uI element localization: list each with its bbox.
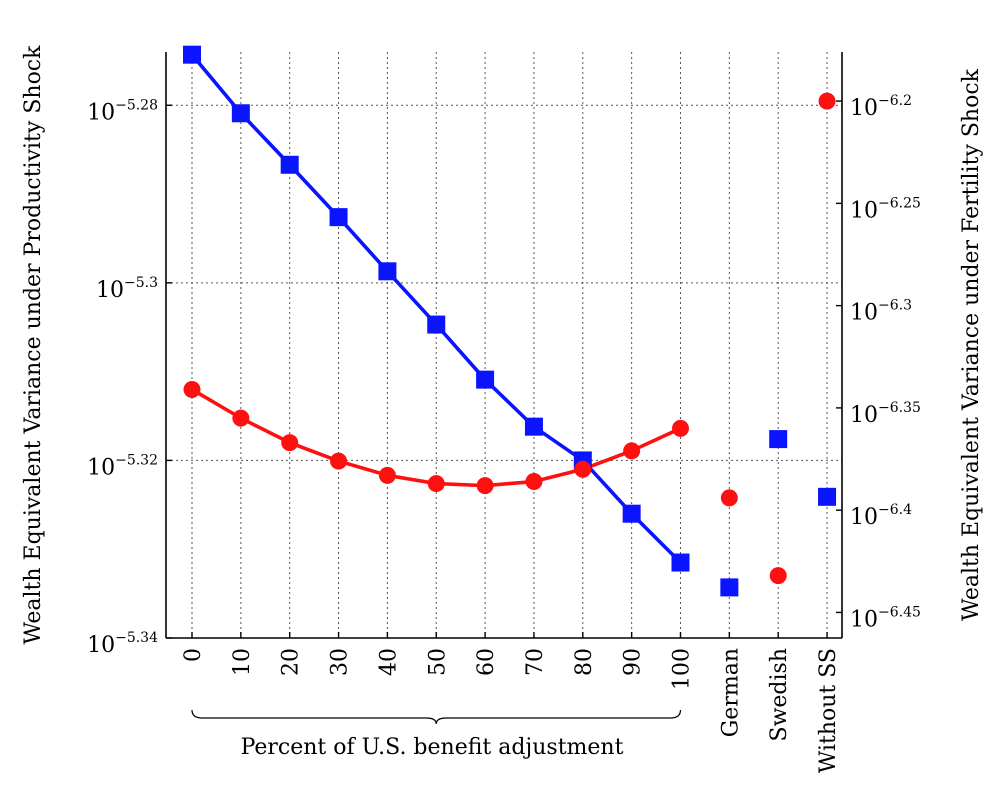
circle-marker — [427, 475, 445, 493]
x-tick-label: 0 — [181, 648, 206, 662]
circle-marker — [720, 489, 738, 507]
square-marker — [720, 578, 739, 597]
circle-marker — [672, 419, 689, 437]
x-axis-ticks: 0 10 20 30 40 50 60 70 80 90 100 German Swedish Witho… — [181, 632, 841, 773]
left-tick-label: 10−5.3 — [96, 275, 158, 303]
square-marker — [818, 487, 837, 506]
square-marker — [476, 370, 495, 389]
square-marker — [378, 262, 397, 281]
x-tick-label: 50 — [425, 648, 450, 676]
x-tick-label: 100 — [670, 648, 695, 690]
x-tick-label: 20 — [279, 648, 304, 676]
brace-label: Percent of U.S. benefit adjustment — [241, 735, 624, 760]
circle-marker — [232, 409, 250, 427]
square-marker — [671, 553, 690, 572]
right-axis-ticks: 10−6.2 10−6.25 10−6.3 10−6.35 10−6.4 10−6.45 — [836, 93, 921, 632]
square-marker — [280, 155, 299, 174]
left-axis-title: Wealth Equivalent Variance under Product… — [21, 45, 46, 645]
x-tick-label: 70 — [523, 648, 548, 676]
x-tick-label: 60 — [474, 648, 499, 676]
square-marker — [769, 430, 788, 449]
x-tick-label: 40 — [376, 648, 401, 676]
right-tick-label: 10−6.2 — [850, 93, 912, 121]
x-tick-label: Without SS — [816, 648, 841, 773]
circle-marker — [769, 567, 787, 585]
right-tick-label: 10−6.35 — [850, 400, 921, 428]
right-tick-label: 10−6.3 — [850, 298, 912, 326]
square-marker — [524, 417, 543, 436]
circle-marker — [330, 452, 348, 470]
square-marker — [427, 315, 446, 334]
left-axis-ticks: 10−5.28 10−5.3 10−5.32 10−5.34 — [87, 97, 172, 658]
circle-marker — [574, 460, 592, 478]
brace-path — [191, 709, 682, 725]
square-marker — [329, 208, 348, 227]
right-tick-label: 10−6.4 — [850, 502, 912, 530]
left-tick-label: 10−5.28 — [87, 97, 158, 125]
circle-marker — [476, 477, 494, 495]
x-tick-label: 80 — [572, 648, 597, 676]
right-tick-label: 10−6.45 — [850, 604, 921, 632]
x-tick-label: Swedish — [767, 648, 792, 742]
circle-marker — [378, 466, 396, 484]
x-tick-label: German — [718, 648, 743, 737]
square-marker — [183, 45, 201, 64]
x-tick-label: 30 — [328, 648, 353, 676]
circle-marker — [183, 380, 201, 398]
series-markers — [183, 45, 837, 597]
right-axis-title: Wealth Equivalent Variance under Fertili… — [959, 68, 984, 621]
square-marker — [622, 504, 641, 523]
x-tick-label: 10 — [230, 648, 255, 676]
category-brace — [191, 709, 682, 725]
square-marker — [231, 104, 250, 123]
circle-marker — [281, 434, 299, 452]
circle-marker — [525, 473, 543, 491]
right-tick-label: 10−6.25 — [850, 195, 921, 223]
left-tick-label: 10−5.32 — [87, 452, 158, 480]
circle-marker — [818, 92, 836, 110]
left-tick-label: 10−5.34 — [87, 630, 158, 658]
circle-marker — [623, 442, 641, 460]
x-tick-label: 90 — [621, 648, 646, 676]
